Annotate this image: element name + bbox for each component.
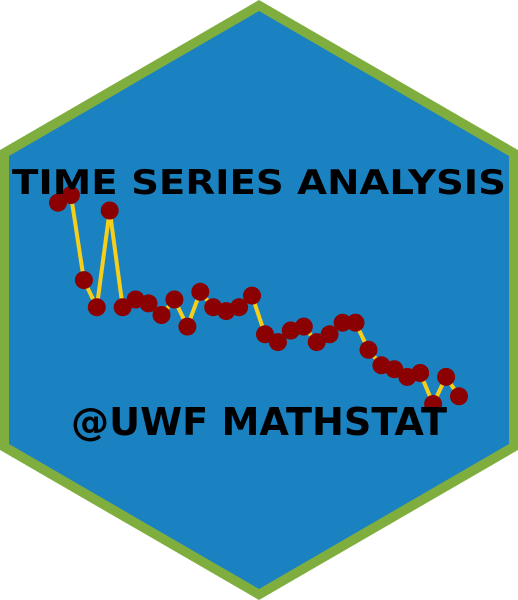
- data-point: [61, 186, 80, 204]
- data-point: [307, 333, 326, 352]
- sticker-handle: @UWF MATHSTAT: [71, 400, 447, 444]
- data-point: [100, 201, 119, 220]
- data-point: [359, 340, 378, 359]
- series-points: [49, 186, 468, 413]
- data-point: [243, 286, 261, 305]
- data-point: [256, 325, 274, 344]
- time-series-chart: [49, 186, 468, 413]
- data-point: [450, 387, 468, 406]
- data-point: [268, 333, 287, 352]
- data-point: [294, 317, 313, 336]
- data-point: [320, 325, 339, 344]
- data-point: [346, 313, 365, 332]
- data-point: [178, 317, 197, 336]
- data-point: [87, 298, 106, 317]
- data-point: [74, 271, 93, 290]
- data-point: [424, 395, 443, 413]
- data-point: [437, 367, 456, 386]
- data-point: [385, 360, 404, 379]
- sticker-title: TIME SERIES ANALYSIS: [12, 163, 506, 203]
- data-point: [165, 290, 184, 309]
- data-point: [411, 364, 430, 382]
- data-point: [230, 298, 249, 317]
- data-point: [139, 294, 158, 313]
- data-point: [152, 306, 171, 324]
- data-point: [333, 313, 352, 332]
- data-point: [191, 282, 210, 301]
